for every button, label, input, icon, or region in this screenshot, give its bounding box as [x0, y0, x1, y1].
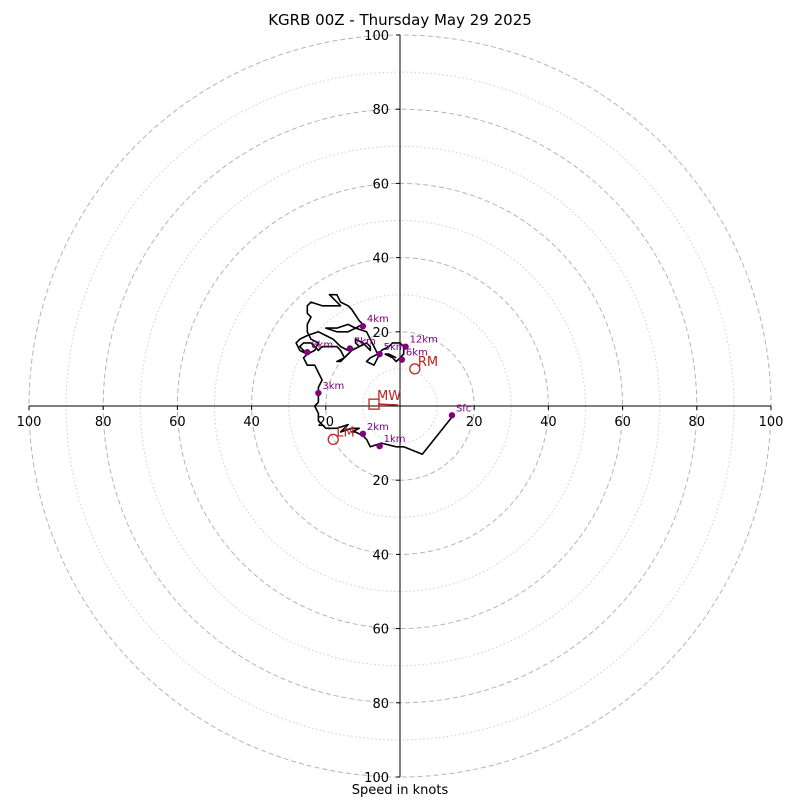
height-marker-label: 6km: [406, 348, 428, 359]
storm-motion-markers: RM LM MW: [327, 355, 438, 446]
storm-motion-label: RM: [418, 355, 438, 370]
height-marker-label: 8km: [311, 340, 333, 351]
x-tick-label: 60: [614, 415, 631, 430]
axis-tick-labels: 100 80 60 40 20 20 40 60 80 100 100 80 60 40 20 20 40 60 8…: [17, 29, 784, 786]
hodograph-axes: [29, 35, 771, 777]
y-tick-label: 80: [372, 697, 389, 712]
height-marker-label: 1km: [384, 434, 406, 445]
x-tick-label: 80: [689, 415, 706, 430]
height-marker-dot: [398, 356, 406, 363]
mean-wind-marker: [368, 398, 380, 410]
storm-motion-label: MW: [377, 389, 401, 404]
y-tick-label: 60: [372, 623, 389, 638]
y-tick-label: 20: [372, 326, 389, 341]
height-marker-dot: [304, 349, 311, 356]
x-tick-label: 40: [243, 415, 260, 430]
y-tick-label: 100: [364, 771, 389, 786]
x-tick-label: 20: [466, 415, 483, 430]
height-marker-label: 12km: [410, 335, 438, 346]
y-tick-label: 80: [372, 103, 389, 118]
height-marker-dot: [359, 430, 367, 438]
x-tick-label: 100: [759, 415, 784, 430]
y-tick-label: 100: [364, 29, 389, 44]
height-marker-dot: [346, 345, 354, 352]
height-marker-label: 3km: [322, 381, 344, 392]
height-marker-dot: [315, 389, 322, 397]
storm-motion-label: LM: [336, 425, 354, 440]
height-marker-label: 5km: [384, 342, 406, 353]
height-marker-label: 7km: [354, 336, 376, 347]
height-marker-dot: [448, 412, 456, 419]
y-tick-label: 40: [372, 548, 389, 563]
y-tick-label: 40: [372, 252, 389, 267]
x-axis-label: Speed in knots: [351, 783, 449, 798]
y-tick-label: 60: [372, 177, 389, 192]
height-marker-dot: [376, 442, 383, 450]
x-tick-label: 20: [318, 415, 335, 430]
height-marker-label: Sfc: [456, 403, 471, 414]
chart-title: KGRB 00Z - Thursday May 29 2025: [268, 11, 532, 29]
x-tick-label: 40: [540, 415, 557, 430]
y-tick-label: 20: [372, 474, 389, 489]
height-marker-dot: [376, 350, 383, 358]
x-tick-label: 100: [17, 415, 42, 430]
wind-trace-line: [295, 293, 453, 456]
height-marker-label: 4km: [367, 314, 389, 325]
wind-trace: [295, 293, 453, 456]
height-marker-dot: [359, 323, 367, 330]
mean-wind-vector: [377, 403, 399, 406]
storm-motion-marker: [327, 433, 339, 446]
x-tick-label: 60: [169, 415, 186, 430]
storm-motion-marker: [409, 363, 421, 375]
height-marker-label: 2km: [367, 422, 389, 433]
height-marker-dot: [402, 343, 409, 350]
x-tick-label: 80: [95, 415, 112, 430]
